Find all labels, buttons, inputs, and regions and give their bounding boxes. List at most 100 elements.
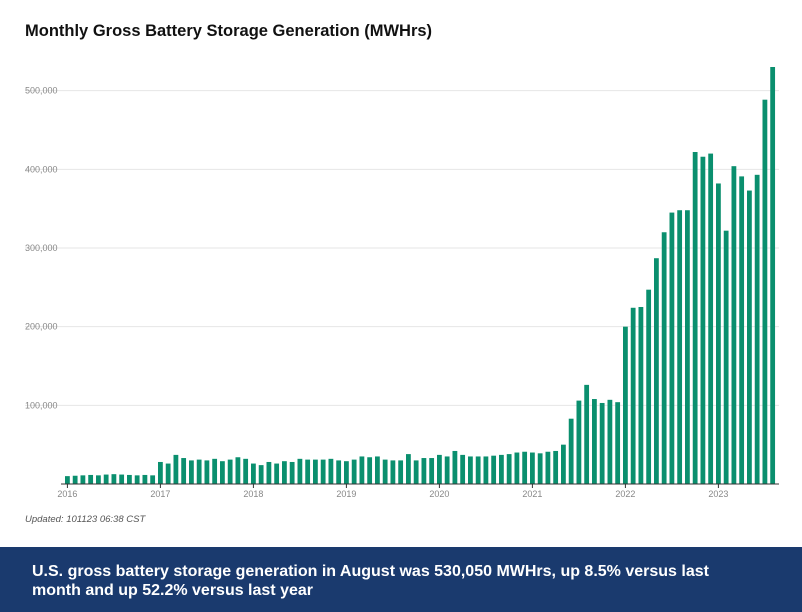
- bar-2021-05: [561, 444, 566, 484]
- bar-2021-04: [553, 450, 559, 484]
- bar-2019-07: [390, 460, 396, 484]
- bar-2018-02: [258, 465, 264, 484]
- bar-2018-06: [289, 461, 295, 484]
- bar-2020-01: [437, 454, 442, 484]
- bar-2022-11: [700, 156, 706, 485]
- bar-2021-07: [576, 400, 582, 484]
- bar-2023-07: [762, 99, 768, 484]
- updated-timestamp: Updated: 101123 06:38 CST: [25, 514, 146, 525]
- y-tick-label: 500,000: [25, 86, 58, 96]
- bar-2017-12: [243, 458, 249, 484]
- bar-2018-05: [282, 461, 287, 484]
- y-tick-label: 200,000: [25, 322, 58, 332]
- bar-2018-01: [251, 463, 256, 484]
- bar-2020-05: [468, 456, 473, 484]
- bar-2019-01: [344, 461, 349, 484]
- bar-2020-12: [522, 451, 528, 484]
- bar-2022-08: [677, 210, 683, 484]
- x-tick-label: 2018: [243, 489, 263, 499]
- bar-2016-11: [142, 474, 148, 484]
- bar-2020-09: [499, 454, 504, 484]
- bar-2017-08: [212, 458, 218, 484]
- bar-2016-10: [134, 475, 140, 484]
- bar-2019-10: [413, 460, 419, 484]
- bar-2020-11: [514, 452, 520, 484]
- bar-2019-04: [367, 457, 373, 484]
- bar-2018-08: [305, 459, 311, 484]
- caption-text: U.S. gross battery storage generation in…: [32, 563, 709, 599]
- bar-2016-01: [65, 476, 70, 484]
- bar-2021-12: [615, 402, 621, 484]
- bar-2017-02: [165, 463, 171, 484]
- bar-2020-07: [483, 456, 489, 484]
- bar-2021-02: [537, 453, 543, 484]
- bar-2016-04: [88, 474, 94, 484]
- bar-2020-02: [444, 456, 450, 484]
- bar-2022-05: [654, 258, 659, 484]
- bar-2016-12: [150, 475, 156, 484]
- bar-2017-09: [220, 461, 225, 484]
- bar-2023-03: [731, 166, 737, 485]
- bar-2019-05: [375, 456, 380, 484]
- bar-2021-03: [545, 451, 551, 484]
- bar-2019-06: [382, 459, 388, 484]
- bar-2017-06: [196, 459, 202, 484]
- bar-2021-10: [599, 402, 605, 484]
- bar-2016-02: [72, 475, 78, 484]
- x-tick-label: 2017: [150, 489, 170, 499]
- bar-2021-11: [607, 399, 613, 484]
- bar-2017-01: [158, 461, 163, 484]
- x-tick-label: 2023: [708, 489, 728, 499]
- y-tick-label: 100,000: [25, 400, 58, 410]
- bar-2019-02: [351, 459, 357, 484]
- bar-2020-08: [491, 455, 497, 484]
- bar-2022-01: [623, 326, 628, 484]
- bar-2021-01: [530, 452, 535, 484]
- bar-2020-06: [475, 456, 481, 484]
- y-tick-label: 300,000: [25, 243, 58, 253]
- bar-2023-08: [770, 67, 776, 484]
- bar-2022-06: [661, 232, 667, 484]
- bar-2021-08: [584, 384, 590, 484]
- bar-2020-04: [460, 454, 466, 484]
- bar-2017-03: [173, 454, 179, 484]
- bar-2023-04: [739, 176, 745, 484]
- bar-2020-10: [506, 454, 512, 484]
- bar-2016-03: [80, 475, 86, 484]
- bar-2023-05: [747, 190, 752, 485]
- bar-2019-03: [359, 456, 365, 484]
- bar-2022-12: [708, 153, 714, 484]
- caption-banner: U.S. gross battery storage generation in…: [0, 547, 802, 612]
- bar-2022-07: [669, 212, 675, 484]
- bar-2018-11: [328, 458, 334, 484]
- bar-2022-09: [685, 210, 690, 484]
- bar-2017-04: [181, 458, 187, 484]
- bar-2023-01: [716, 183, 721, 484]
- chart-title: Monthly Gross Battery Storage Generation…: [25, 22, 433, 40]
- bar-2021-09: [592, 399, 597, 484]
- bar-2022-03: [638, 306, 644, 484]
- bar-2018-12: [336, 460, 342, 484]
- bar-2017-07: [204, 460, 210, 484]
- bar-2023-02: [723, 230, 729, 484]
- bar-2019-09: [406, 454, 411, 484]
- bar-2017-10: [227, 459, 233, 484]
- bar-2022-02: [630, 307, 636, 484]
- bar-2016-05: [96, 475, 101, 484]
- bar-2022-04: [646, 289, 652, 484]
- bar-2016-09: [127, 474, 132, 484]
- bar-chart: 100,000 200,000 300,000 400,000 500,000 2016 2…: [25, 67, 779, 499]
- bar-2019-08: [398, 460, 404, 484]
- bar-2022-10: [692, 152, 698, 484]
- bar-2018-07: [297, 458, 303, 484]
- x-tick-label: 2022: [615, 489, 635, 499]
- bar-2016-06: [103, 474, 109, 484]
- bar-2023-06: [754, 174, 760, 484]
- bar-2021-06: [568, 418, 574, 484]
- y-tick-label: 400,000: [25, 164, 58, 174]
- bar-2016-08: [119, 474, 125, 484]
- bar-2017-05: [189, 460, 194, 484]
- bar-2019-11: [421, 458, 427, 484]
- chart-card: Monthly Gross Battery Storage Generation…: [25, 22, 779, 525]
- bar-2018-04: [274, 463, 280, 484]
